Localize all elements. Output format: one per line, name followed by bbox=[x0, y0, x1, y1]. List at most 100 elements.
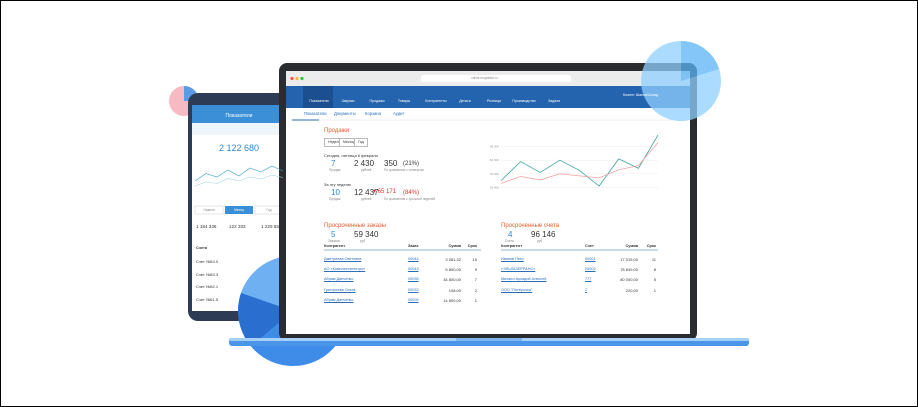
cell[interactable]: 00002 bbox=[585, 267, 596, 272]
cell[interactable]: 00036 bbox=[408, 277, 419, 282]
list-item: Счет №54.0 bbox=[196, 259, 219, 264]
series-line bbox=[500, 134, 659, 187]
cell[interactable]: ООО "Пятёрочка" bbox=[501, 287, 533, 292]
cell[interactable]: Дмитриева Светлана bbox=[324, 257, 362, 261]
cell: 78 849,00 bbox=[620, 267, 638, 273]
series-line bbox=[194, 174, 284, 187]
y-tick-label: 20 000 bbox=[490, 185, 500, 189]
sum: 2 430 bbox=[354, 159, 375, 168]
section-title: Просроченные счета bbox=[501, 223, 560, 229]
cell: 34 800,00 bbox=[443, 277, 461, 283]
cell[interactable]: АО «Комплектэлектро» bbox=[324, 267, 366, 272]
cell[interactable]: Иванов Петр bbox=[501, 257, 524, 261]
nav-item[interactable]: Производство bbox=[512, 99, 536, 103]
list-title: Счета bbox=[196, 246, 207, 250]
label: рублей bbox=[361, 197, 372, 201]
nav-item[interactable]: Закупки bbox=[341, 99, 355, 103]
label: Заказов bbox=[328, 239, 340, 243]
sum: 12 437 bbox=[354, 188, 379, 197]
top-pie bbox=[641, 41, 721, 121]
period-button[interactable]: Год bbox=[266, 207, 272, 212]
nav-item[interactable]: Розница bbox=[487, 99, 501, 103]
cell[interactable]: «ЭЛЬЛАЗЕРРАНС» bbox=[501, 267, 536, 272]
column-header: Контрагент bbox=[501, 244, 523, 248]
cell[interactable]: Григорьева Ольга bbox=[324, 287, 356, 292]
period-button[interactable]: Неделя bbox=[203, 207, 215, 212]
nav-item[interactable]: Деньги bbox=[459, 99, 471, 103]
nav-item[interactable]: Товары bbox=[397, 99, 411, 103]
cell: 14 800,00 bbox=[443, 297, 461, 303]
nav-item[interactable]: Показатели bbox=[309, 99, 329, 103]
cell: 5 bbox=[653, 277, 656, 283]
period-button[interactable]: Год bbox=[354, 138, 368, 147]
column-header: Срок bbox=[646, 244, 656, 248]
period-button[interactable]: Месяц bbox=[234, 207, 244, 212]
delta: ▾ 65 171 bbox=[373, 189, 397, 195]
cell: 17 015,00 bbox=[620, 257, 638, 262]
cell[interactable]: 00033 bbox=[408, 287, 419, 292]
column-header: Сумма bbox=[625, 244, 638, 248]
count: 10 bbox=[331, 188, 340, 197]
section-title: Продажи bbox=[324, 128, 350, 134]
cell: 2 bbox=[474, 287, 477, 293]
nav-item[interactable]: Продажи bbox=[369, 99, 385, 103]
cell: 9 bbox=[474, 267, 477, 273]
cell: 1 bbox=[474, 297, 477, 303]
series-line bbox=[500, 142, 659, 184]
y-tick-label: 40 000 bbox=[490, 172, 500, 176]
column-header: Контрагент bbox=[324, 244, 346, 248]
stat: 122 333 bbox=[229, 224, 246, 229]
stat: 1 184 336 bbox=[196, 224, 217, 229]
y-tick-label: 80 000 bbox=[490, 145, 500, 149]
label: Продаж bbox=[329, 197, 341, 201]
column-header: Счет bbox=[585, 244, 594, 248]
cell[interactable]: 00043 bbox=[408, 267, 419, 272]
delta: 350 bbox=[384, 159, 398, 168]
cell[interactable]: Абрам Данченко bbox=[324, 297, 354, 302]
list-item: Счет №53.3 bbox=[196, 271, 219, 277]
cell[interactable]: 00001 bbox=[585, 257, 596, 261]
sum: 96 146 bbox=[531, 230, 556, 239]
cell[interactable]: 00005 bbox=[408, 297, 419, 302]
cell: 80 000,00 bbox=[620, 277, 638, 283]
note: По сравнению с четвергом bbox=[384, 168, 424, 172]
delta-pct: (21%) bbox=[403, 161, 420, 167]
list-item: Счет №51.5 bbox=[196, 296, 219, 302]
cell[interactable]: Михаил Аркадий Алексей bbox=[501, 277, 547, 282]
label: Продаж bbox=[329, 168, 341, 172]
column-header: Срок bbox=[467, 244, 477, 248]
cell[interactable]: Абрам Данченко bbox=[324, 277, 354, 282]
cell[interactable]: 00044 bbox=[408, 257, 419, 261]
cell: 5 800,00 bbox=[445, 267, 461, 273]
nav-item[interactable]: Задачи bbox=[547, 99, 561, 103]
cell: 8 bbox=[653, 267, 656, 273]
count: 7 bbox=[331, 159, 336, 168]
laptop bbox=[229, 63, 749, 346]
cell: 15 bbox=[472, 257, 477, 262]
text: За эту неделю bbox=[324, 182, 351, 187]
tab[interactable]: Документы bbox=[334, 111, 356, 116]
sum: 59 340 bbox=[354, 230, 379, 239]
text: Сегодня, пятница 6 февраля bbox=[324, 153, 378, 158]
tab[interactable]: Корзина bbox=[365, 111, 381, 116]
nav-item[interactable]: Контрагенты bbox=[425, 99, 447, 103]
y-tick-label: 60 000 bbox=[490, 158, 500, 162]
phone-total: 2 122 680 bbox=[218, 143, 260, 153]
label: руб bbox=[360, 239, 366, 243]
list-item: Счет №52.1 bbox=[196, 284, 219, 289]
cell[interactable]: 777 bbox=[585, 277, 592, 282]
url: online.moysklad.ru bbox=[471, 75, 498, 80]
tab[interactable]: Показатели bbox=[304, 111, 327, 116]
count: 4 bbox=[508, 230, 513, 239]
label: Счета bbox=[505, 239, 514, 243]
tab[interactable]: Аудит bbox=[393, 111, 405, 116]
column-header: Заказ bbox=[408, 244, 419, 248]
note: По сравнению с прошлой неделей bbox=[384, 197, 436, 201]
series-line bbox=[194, 165, 284, 182]
section-title: Просроченные заказы bbox=[324, 223, 387, 229]
cell[interactable]: 2 bbox=[585, 287, 588, 292]
cell: 11 bbox=[651, 257, 656, 262]
cell: 1 bbox=[653, 287, 656, 293]
